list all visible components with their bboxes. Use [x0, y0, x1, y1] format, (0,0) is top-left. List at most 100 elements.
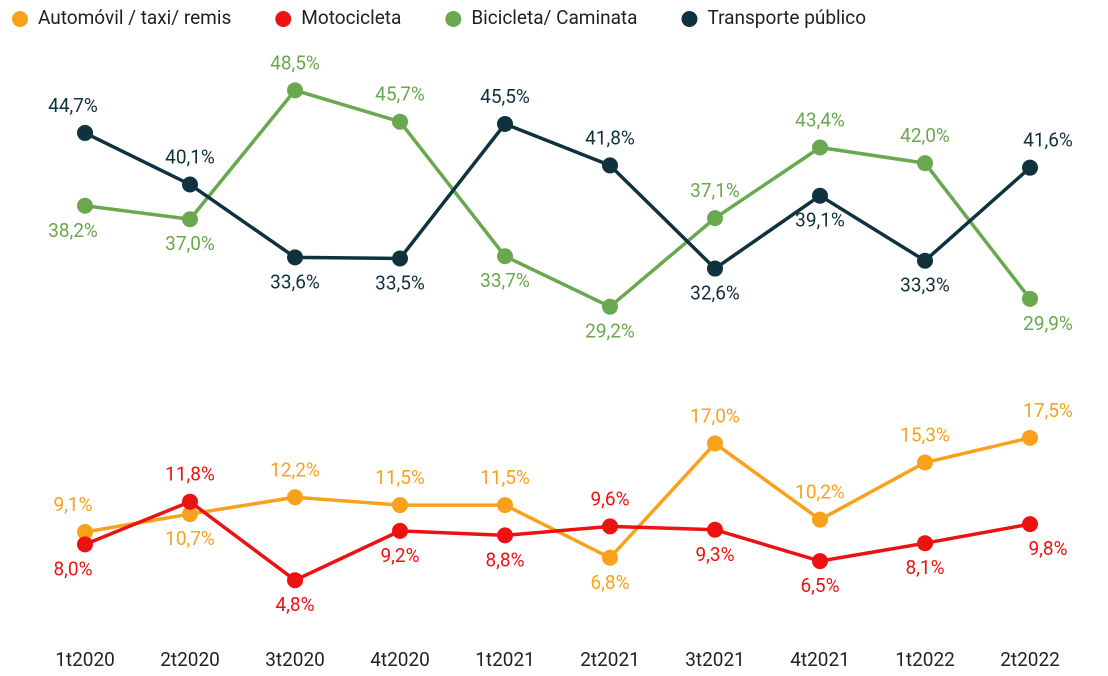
data-point [917, 535, 933, 552]
data-label: 44,7% [48, 94, 98, 117]
data-label: 33,3% [900, 274, 950, 297]
data-point [707, 210, 723, 227]
data-label: 41,6% [1023, 129, 1073, 152]
data-point [182, 176, 198, 193]
data-label: 17,5% [1023, 399, 1073, 422]
data-point [182, 493, 198, 510]
data-label: 9,1% [53, 493, 92, 516]
data-point [707, 260, 723, 277]
data-label: 41,8% [585, 126, 635, 149]
data-point [392, 497, 408, 514]
data-label: 9,6% [590, 487, 629, 510]
x-tick-label: 1t2022 [895, 648, 955, 671]
data-point [287, 82, 303, 99]
data-point [392, 250, 408, 267]
data-label: 37,0% [165, 232, 215, 255]
data-label: 11,8% [165, 463, 215, 486]
data-point [1022, 290, 1038, 307]
data-point [917, 454, 933, 471]
data-point [182, 506, 198, 523]
x-tick-label: 3t2020 [265, 648, 325, 671]
data-point [602, 298, 618, 315]
data-label: 40,1% [165, 145, 215, 168]
series-line [84, 436, 1031, 560]
x-tick-label: 4t2020 [370, 648, 430, 671]
data-label: 11,5% [375, 466, 425, 489]
data-point [77, 197, 93, 214]
data-label: 32,6% [690, 282, 740, 305]
data-point [707, 521, 723, 538]
data-point [497, 527, 513, 544]
data-label: 37,1% [690, 179, 740, 202]
data-label: 33,7% [480, 269, 530, 292]
data-point [77, 124, 93, 141]
data-point [497, 248, 513, 265]
data-label: 9,2% [380, 544, 419, 567]
data-label: 38,2% [48, 219, 98, 242]
data-point [182, 211, 198, 228]
data-label: 29,9% [1023, 312, 1073, 335]
data-label: 8,0% [53, 557, 92, 580]
data-point [287, 572, 303, 589]
x-tick-label: 2t2021 [580, 648, 640, 671]
data-label: 10,2% [795, 481, 845, 504]
data-label: 9,3% [695, 543, 734, 566]
legend-marker [12, 11, 28, 27]
data-point [917, 155, 933, 172]
data-point [1022, 429, 1038, 446]
series-line [84, 88, 1032, 309]
data-point [1022, 516, 1038, 533]
data-label: 45,7% [375, 83, 425, 106]
x-tick-label: 1t2020 [55, 648, 115, 671]
legend-marker [275, 11, 292, 27]
legend-marker [681, 11, 698, 27]
data-point [77, 536, 93, 553]
data-point [602, 549, 618, 566]
series-line [84, 121, 1032, 271]
data-label: 6,5% [800, 574, 839, 597]
data-point [392, 522, 408, 539]
data-point [497, 115, 513, 132]
data-label: 11,5% [480, 466, 530, 489]
data-point [497, 497, 513, 514]
x-tick-label: 2t2020 [160, 648, 220, 671]
data-label: 33,6% [270, 270, 320, 293]
data-point [287, 489, 303, 506]
data-label: 43,4% [795, 109, 845, 132]
data-label: 42,0% [900, 124, 950, 147]
data-label: 15,3% [900, 424, 950, 447]
data-point [812, 187, 828, 204]
data-point [812, 139, 828, 156]
data-label: 45,5% [480, 85, 530, 108]
series-line [84, 499, 1031, 583]
data-label: 39,1% [795, 209, 845, 232]
data-point [812, 553, 828, 570]
data-point [392, 113, 408, 130]
data-point [812, 511, 828, 528]
x-tick-label: 3t2021 [685, 648, 745, 671]
data-label: 17,0% [690, 404, 740, 427]
data-label: 12,2% [270, 458, 320, 481]
data-point [917, 252, 933, 269]
data-label: 29,2% [585, 320, 635, 343]
legend-label: Automóvil / taxi/ remis [38, 6, 231, 29]
legend-marker [445, 11, 462, 27]
data-point [602, 157, 618, 174]
data-label: 9,8% [1028, 537, 1067, 560]
data-label: 8,1% [905, 556, 944, 579]
data-label: 10,7% [165, 527, 215, 550]
data-point [707, 435, 723, 452]
data-label: 48,5% [270, 51, 320, 74]
data-point [602, 518, 618, 535]
legend-label: Motocicleta [301, 6, 401, 29]
legend-label: Transporte público [707, 6, 866, 29]
x-tick-label: 2t2022 [1000, 648, 1060, 671]
legend-label: Bicicleta/ Caminata [471, 6, 637, 29]
x-tick-label: 1t2021 [475, 648, 535, 671]
data-label: 33,5% [375, 271, 425, 294]
x-tick-label: 4t2021 [790, 648, 850, 671]
data-point [77, 523, 93, 540]
data-point [287, 249, 303, 266]
